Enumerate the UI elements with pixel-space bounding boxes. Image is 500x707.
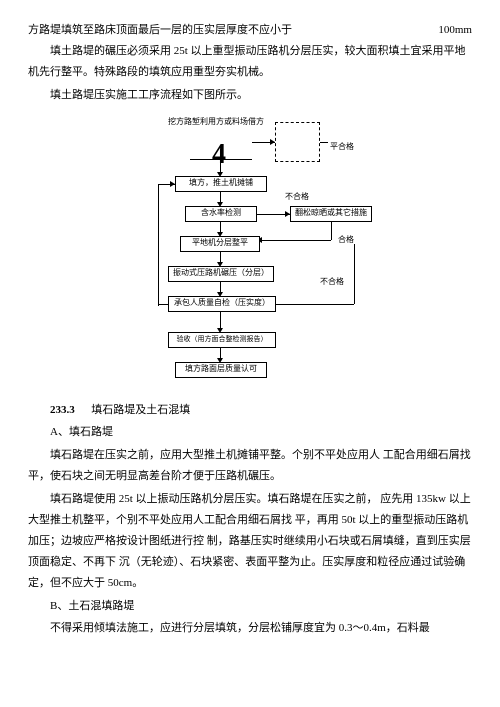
vline-fb2 [354, 244, 355, 304]
vline-left [158, 184, 159, 306]
flow-box-6: 验收（用方面合整检测报告） [168, 332, 276, 348]
section-title: 填石路堤及土石混填 [91, 404, 190, 416]
flowchart-container: 挖方路堑利用方或料场借方 平合格 4 填方，推土机摊铺 不合格 含水率检测 翻松… [28, 114, 472, 394]
section-233-3: 233.3 填石路堤及土石混填 [28, 400, 472, 421]
flow-top-label: 挖方路堑利用方或料场借方 [168, 114, 264, 129]
para-A1: 填石路堤在压实之前，应用大型推土机摊铺平整。个别不平处应用人 工配合用细石屑找平… [28, 445, 472, 487]
paragraph-3: 填土路堤压实施工工序流程如下图所示。 [28, 85, 472, 106]
flow-box-4: 振动式压路机碾压（分层） [168, 266, 274, 282]
p1-right: 100mm [438, 20, 472, 41]
hline-left-bot [158, 304, 168, 305]
buhege-2: 不合格 [320, 274, 344, 289]
para-A2: 填石路堤使用 25t 以上振动压路机分层压实。填石路堤在压实之前， 应先用 13… [28, 489, 472, 593]
buhege-1: 不合格 [285, 189, 309, 204]
flow-box-2: 含水率检测 [185, 206, 257, 222]
paragraph-2: 填土路堤的碾压必须采用 25t 以上重型振动压路机分层压实，较大面积填土宜采用平… [28, 41, 472, 83]
flow-box-1: 填方，推土机摊铺 [175, 176, 267, 192]
hline-fb2 [274, 304, 354, 305]
flowchart: 挖方路堑利用方或料场借方 平合格 4 填方，推土机摊铺 不合格 含水率检测 翻松… [120, 114, 380, 394]
arrow-lt [170, 181, 175, 187]
para-B1: 不得采用倾填法施工，应进行分层填筑，分层松铺厚度宜为 0.3～0.4m，石料最 [28, 618, 472, 639]
line-under-4 [190, 159, 252, 160]
p1-left: 方路堤填筑至路床顶面最后一层的压实层厚度不应小于 [28, 20, 292, 41]
arrow-4-dash [270, 139, 275, 145]
flow-box-3: 平地机分层整平 [180, 236, 260, 252]
hege-label: 合格 [338, 232, 354, 247]
pinggehao-label: 平合格 [330, 139, 354, 154]
flow-box-2r: 翻松晾晒或其它措施 [290, 206, 372, 222]
section-num: 233.3 [50, 404, 75, 416]
hline-fb1 [260, 240, 331, 241]
flow-box-5: 承包人质量自检（压实度） [168, 296, 276, 312]
dash-box-1 [275, 122, 320, 162]
flow-box-7: 填方路面层质量认可 [175, 362, 267, 378]
para-B: B、土石混填路堤 [28, 596, 472, 617]
arrow-b2r [285, 211, 290, 217]
conn-ph [320, 142, 328, 143]
vline-fb1 [331, 222, 332, 240]
para-A: A、填石路堤 [28, 422, 472, 443]
paragraph-1: 方路堤填筑至路床顶面最后一层的压实层厚度不应小于 100mm [28, 20, 472, 41]
